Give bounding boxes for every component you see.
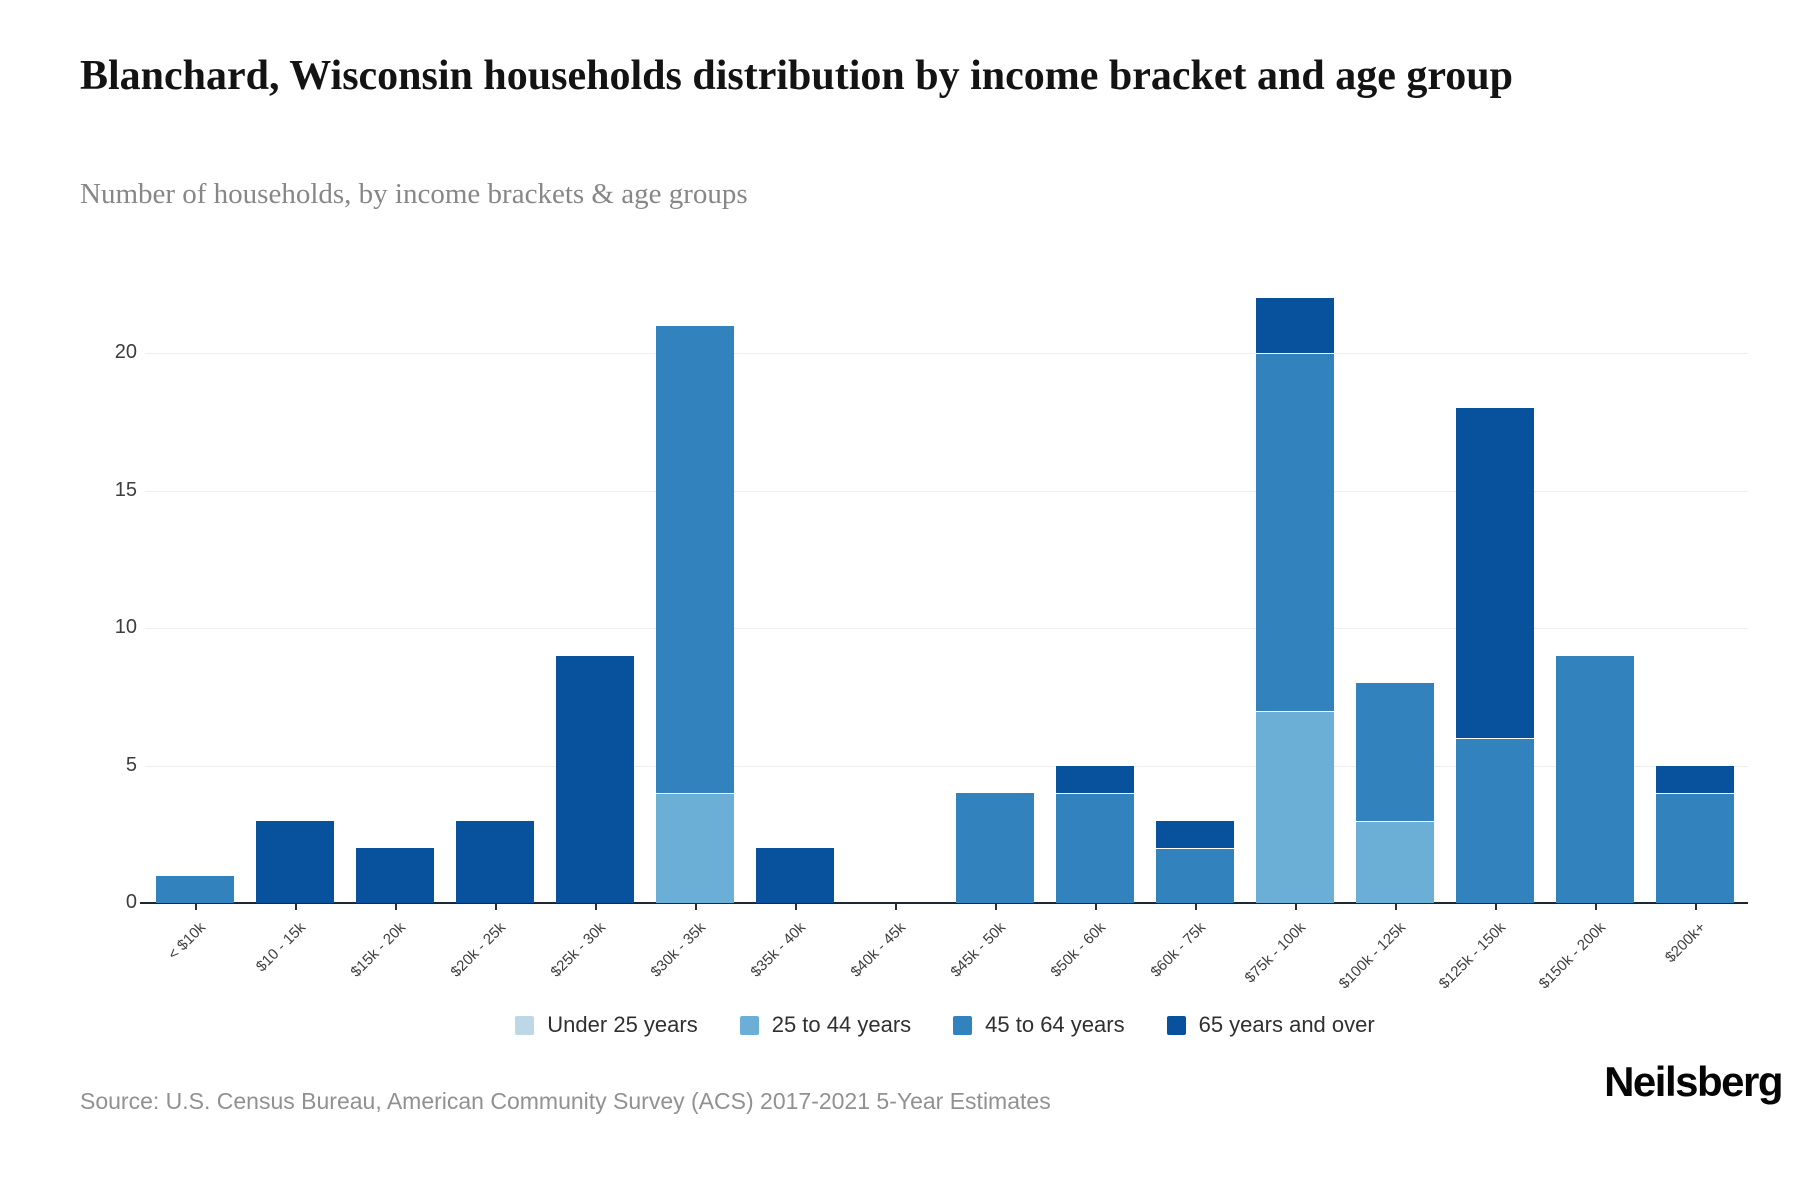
bar-$45k - 50k — [956, 793, 1034, 903]
bar-segment-45 to 64 years[interactable] — [1056, 793, 1134, 903]
bar-segment-65 years and over[interactable] — [456, 820, 534, 903]
bar-segment-25 to 44 years[interactable] — [656, 793, 734, 903]
source-note: Source: U.S. Census Bureau, American Com… — [80, 1088, 1051, 1114]
bar-segment-45 to 64 years[interactable] — [1156, 848, 1234, 903]
bar-segment-45 to 64 years[interactable] — [1456, 738, 1534, 903]
x-axis-label: $75k - 100k — [1241, 919, 1310, 987]
x-axis-tick — [895, 904, 897, 910]
x-axis-label: $100k - 125k — [1335, 919, 1410, 993]
x-axis-label: $10 - 15k — [252, 919, 310, 976]
bar-segment-65 years and over[interactable] — [1056, 765, 1134, 793]
y-gridline-20 — [145, 353, 1748, 354]
x-axis-tick — [1595, 904, 1597, 910]
bar-segment-65 years and over[interactable] — [1656, 765, 1734, 793]
y-axis-tick-label: 0 — [125, 891, 137, 913]
bar-$20k - 25k — [456, 820, 534, 903]
legend-item-25 to 44 years[interactable]: 25 to 44 years — [739, 1012, 912, 1038]
x-axis-label: $30k - 35k — [647, 919, 710, 981]
bar-$15k - 20k — [356, 848, 434, 903]
x-axis-label: $40k - 45k — [847, 919, 910, 981]
x-axis-tick — [495, 904, 497, 910]
x-axis-tick — [695, 904, 697, 910]
bar-$75k - 100k — [1256, 298, 1334, 903]
x-axis-label: $50k - 60k — [1047, 919, 1110, 981]
bar-segment-45 to 64 years[interactable] — [1556, 655, 1634, 903]
bar-$10 - 15k — [256, 820, 334, 903]
y-gridline-10 — [145, 628, 1748, 629]
x-axis-tick — [595, 904, 597, 910]
x-axis-label: $25k - 30k — [547, 919, 610, 981]
legend-item-45 to 64 years[interactable]: 45 to 64 years — [953, 1012, 1125, 1038]
bar-segment-45 to 64 years[interactable] — [956, 793, 1034, 903]
x-axis-label: $20k - 25k — [447, 919, 510, 981]
x-axis-tick — [1095, 904, 1097, 910]
legend-swatch-icon — [515, 1015, 535, 1035]
legend-label: 25 to 44 years — [771, 1012, 912, 1037]
x-axis-tick — [295, 904, 297, 910]
y-axis-tick-label: 10 — [114, 616, 137, 638]
chart-legend: Under 25 years 25 to 44 years 45 to 64 yea… — [145, 1012, 1745, 1038]
legend-label: Under 25 years — [547, 1012, 698, 1037]
x-axis-tick — [395, 904, 397, 910]
legend-swatch-icon — [739, 1015, 759, 1035]
bar-segment-65 years and over[interactable] — [256, 820, 334, 903]
x-axis-tick — [1195, 904, 1197, 910]
x-axis-label: $125k - 150k — [1435, 919, 1510, 993]
bar-segment-25 to 44 years[interactable] — [1256, 710, 1334, 903]
bar-segment-65 years and over[interactable] — [756, 848, 834, 903]
bar-segment-45 to 64 years[interactable] — [1656, 793, 1734, 903]
bar-$25k - 30k — [556, 655, 634, 903]
legend-label: 65 years and over — [1198, 1012, 1375, 1037]
x-axis-tick — [1495, 904, 1497, 910]
bar-$200k+ — [1656, 765, 1734, 903]
bar-segment-45 to 64 years[interactable] — [656, 325, 734, 793]
bar-segment-45 to 64 years[interactable] — [1256, 353, 1334, 711]
legend-item-Under 25 years[interactable]: Under 25 years — [515, 1012, 698, 1038]
x-axis-label: $35k - 40k — [747, 919, 810, 981]
bar-segment-45 to 64 years[interactable] — [156, 875, 234, 903]
bar-$100k - 125k — [1356, 683, 1434, 903]
x-axis-label: $45k - 50k — [947, 919, 1010, 981]
bar-< $10k — [156, 875, 234, 903]
y-gridline-15 — [145, 490, 1748, 492]
bar-segment-65 years and over[interactable] — [356, 848, 434, 903]
bar-segment-65 years and over[interactable] — [1256, 298, 1334, 353]
x-axis-label: $150k - 200k — [1535, 919, 1610, 993]
x-axis-tick — [995, 904, 997, 910]
y-axis-tick-label: 5 — [125, 753, 137, 776]
bar-$50k - 60k — [1056, 765, 1134, 903]
bar-segment-45 to 64 years[interactable] — [1356, 683, 1434, 821]
bar-$125k - 150k — [1456, 408, 1534, 903]
stacked-bar-chart: 0 5 10 15 20 < $10k $10 - 15k $15k - 20k $20k - … — [0, 255, 1800, 1000]
bar-$35k - 40k — [756, 848, 834, 903]
legend-label: 45 to 64 years — [985, 1012, 1125, 1037]
bar-segment-65 years and over[interactable] — [1456, 408, 1534, 738]
legend-swatch-icon — [1166, 1015, 1186, 1035]
page-subtitle: Number of households, by income brackets… — [80, 178, 748, 210]
y-gridline-5 — [145, 765, 1748, 767]
x-axis-tick — [1295, 904, 1297, 910]
bar-$60k - 75k — [1156, 820, 1234, 903]
legend-item-65 years and over[interactable]: 65 years and over — [1166, 1012, 1375, 1038]
x-axis-label: $15k - 20k — [347, 919, 410, 981]
neilsberg-logo[interactable]: Neilsberg — [1604, 1058, 1783, 1105]
x-axis-label: < $10k — [164, 919, 210, 964]
x-axis-tick — [195, 904, 197, 910]
page-title: Blanchard, Wisconsin households distribu… — [80, 53, 1513, 99]
bar-segment-65 years and over[interactable] — [1156, 820, 1234, 848]
x-axis-tick — [795, 904, 797, 910]
legend-swatch-icon — [953, 1015, 973, 1035]
x-axis-tick — [1395, 904, 1397, 910]
y-axis-tick-label: 20 — [114, 341, 137, 363]
x-axis-label: $60k - 75k — [1147, 919, 1210, 981]
bar-$30k - 35k — [656, 325, 734, 903]
x-axis-line — [140, 902, 1748, 904]
bar-$150k - 200k — [1556, 655, 1634, 903]
bar-segment-25 to 44 years[interactable] — [1356, 820, 1434, 903]
bar-segment-65 years and over[interactable] — [556, 655, 634, 903]
y-axis-tick-label: 15 — [114, 478, 137, 501]
x-axis-tick — [1695, 904, 1697, 910]
